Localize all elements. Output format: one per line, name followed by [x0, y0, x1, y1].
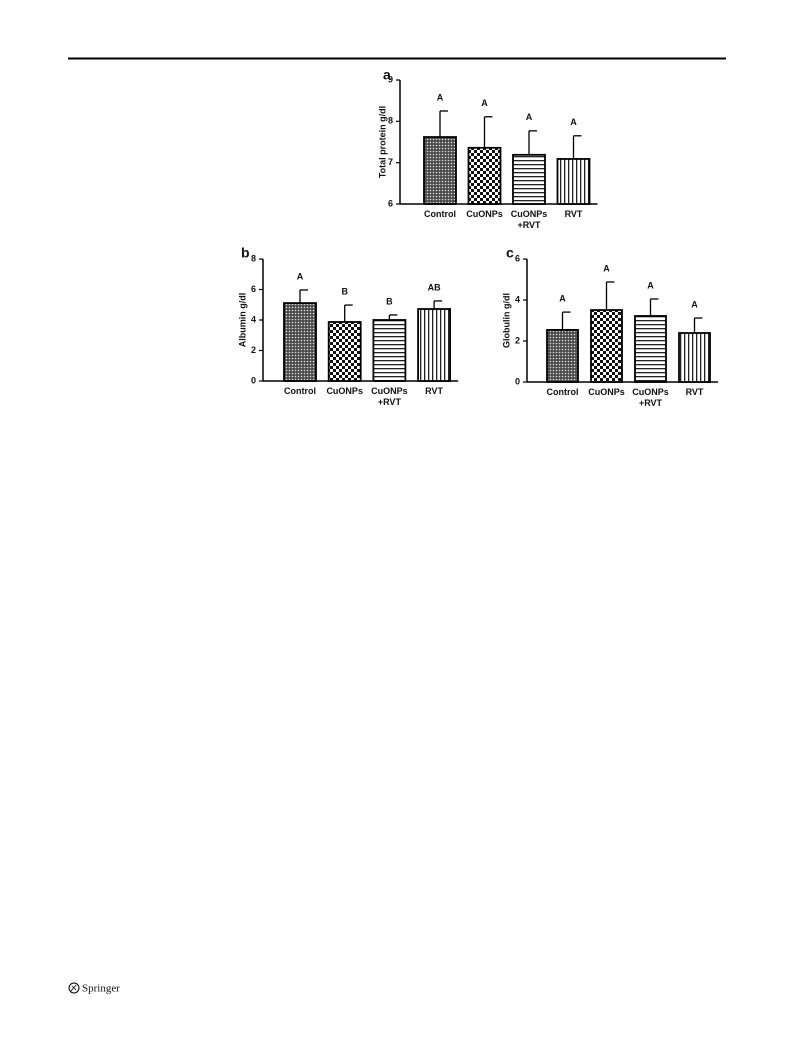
x-tick-label: CuONPs — [466, 209, 503, 219]
bar — [546, 329, 579, 383]
y-axis-label: Total protein g/dl — [377, 106, 387, 178]
panel-label: a — [383, 67, 391, 83]
panel-label: b — [241, 245, 250, 261]
x-tick-label: RVT — [565, 209, 583, 219]
y-tick-label: 2 — [251, 345, 256, 355]
y-tick-label: 6 — [388, 198, 393, 208]
significance-letter: A — [691, 299, 698, 309]
x-tick-label-line: Control — [424, 209, 456, 219]
x-tick-label-line: +RVT — [517, 220, 541, 230]
significance-letter: A — [526, 112, 533, 122]
significance-letter: A — [481, 98, 488, 108]
x-tick-label: CuONPs +RVT — [371, 386, 408, 407]
x-tick-label-line: Control — [284, 386, 316, 396]
bar — [634, 315, 667, 383]
y-tick-label: 0 — [515, 376, 520, 386]
y-tick-label: 8 — [388, 116, 393, 126]
significance-letter: A — [647, 280, 654, 290]
x-tick-label-line: CuONPs — [588, 387, 625, 397]
x-tick-label-line: CuONPs — [466, 209, 503, 219]
y-tick-label: 6 — [251, 284, 256, 294]
bar — [417, 308, 452, 382]
significance-letter: B — [341, 286, 348, 296]
footer: Springer — [82, 983, 120, 995]
panel-label: c — [506, 245, 514, 261]
bar — [512, 153, 546, 205]
x-tick-label: CuONPs — [588, 387, 625, 397]
y-tick-label: 7 — [388, 157, 393, 167]
bar — [556, 158, 591, 205]
bar — [372, 319, 407, 382]
y-tick-label: 8 — [251, 253, 256, 263]
springer-logo — [68, 982, 80, 994]
bar — [678, 332, 711, 383]
significance-letter: A — [603, 263, 610, 273]
significance-letter: AB — [428, 282, 441, 292]
bar — [327, 321, 362, 382]
x-tick-label-line: RVT — [686, 387, 704, 397]
x-tick-label-line: CuONPs — [511, 209, 548, 219]
x-tick-label-line: +RVT — [378, 397, 402, 407]
bar — [467, 146, 502, 205]
y-tick-label: 4 — [251, 314, 256, 324]
x-tick-label: CuONPs — [326, 386, 363, 396]
x-tick-label-line: CuONPs — [371, 386, 408, 396]
y-tick-label: 4 — [515, 294, 520, 304]
significance-letter: A — [559, 293, 566, 303]
significance-letter: A — [297, 271, 304, 281]
x-tick-label: Control — [547, 387, 579, 397]
y-tick-label: 0 — [251, 375, 256, 385]
x-tick-label-line: CuONPs — [326, 386, 363, 396]
bar — [283, 302, 317, 382]
x-tick-label-line: +RVT — [639, 398, 663, 408]
x-tick-label-line: RVT — [425, 386, 443, 396]
y-tick-label: 2 — [515, 335, 520, 345]
x-tick-label: CuONPs +RVT — [511, 209, 548, 230]
y-axis-label: Globulin g/dl — [501, 293, 511, 348]
y-axis-label: Albumin g/dl — [237, 293, 247, 348]
y-tick-label: 6 — [515, 253, 520, 263]
significance-letter: A — [437, 92, 444, 102]
significance-letter: B — [386, 296, 393, 306]
x-tick-label: RVT — [425, 386, 443, 396]
x-tick-label-line: RVT — [565, 209, 583, 219]
x-tick-label: Control — [284, 386, 316, 396]
x-tick-label-line: CuONPs — [632, 387, 669, 397]
x-tick-label: CuONPs +RVT — [632, 387, 669, 408]
x-tick-label: Control — [424, 209, 456, 219]
x-tick-label: RVT — [686, 387, 704, 397]
bar — [590, 309, 623, 383]
bar — [423, 136, 457, 205]
significance-letter: A — [570, 117, 577, 127]
x-tick-label-line: Control — [547, 387, 579, 397]
y-tick-label: 9 — [388, 74, 393, 84]
